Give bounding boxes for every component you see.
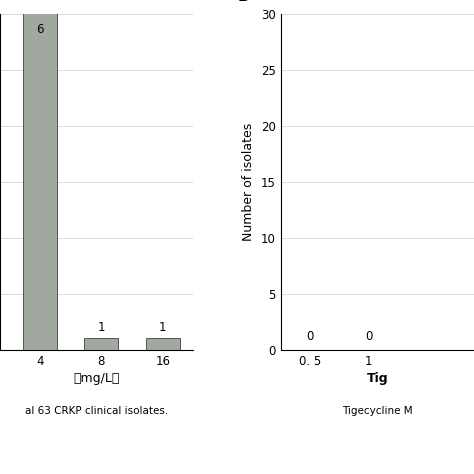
Text: 6: 6 [36, 23, 44, 36]
Text: al 63 CRKP clinical isolates.: al 63 CRKP clinical isolates. [25, 406, 168, 416]
Y-axis label: Number of isolates: Number of isolates [242, 123, 255, 241]
Text: Tigecycline M: Tigecycline M [342, 406, 412, 416]
Text: B: B [238, 0, 250, 4]
Bar [146, 338, 180, 350]
X-axis label: Tig: Tig [366, 372, 388, 385]
Text: 0: 0 [306, 330, 313, 343]
Bar [84, 338, 118, 350]
Text: 1: 1 [98, 321, 105, 334]
X-axis label: （mg/L）: （mg/L） [73, 372, 120, 385]
Text: 0: 0 [365, 330, 372, 343]
Text: 1: 1 [159, 321, 166, 334]
Bar [23, 0, 57, 350]
